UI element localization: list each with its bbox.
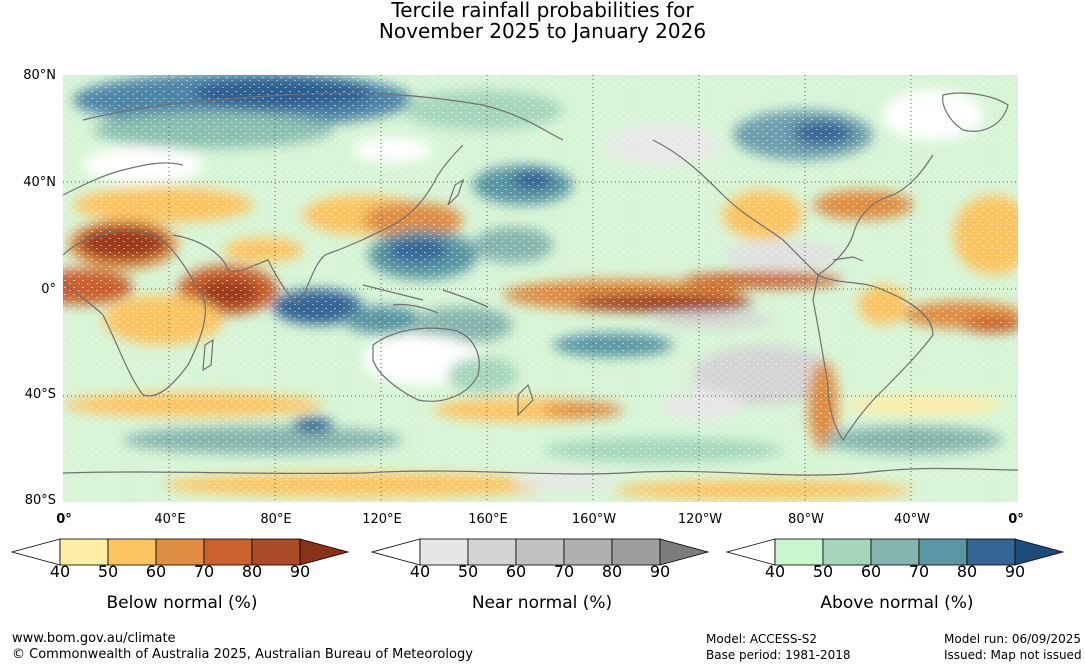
lon-label-40e: 40°E [154,512,186,527]
legend-1-swatch-2 [467,538,517,566]
legend-1-title: Near normal (%) [471,593,613,613]
lon-label-160w: 160°W [571,512,617,527]
legend-0-tick-4: 80 [241,562,263,581]
lon-label-0-east: 0° [1008,512,1024,527]
legend-2-high-arrow [1014,538,1065,566]
legend-0-high-arrow [299,538,350,566]
legend-2-tick-5: 90 [1004,562,1026,581]
lon-label-120w: 120°W [677,512,723,527]
footer-base-period: Base period: 1981-2018 [706,648,851,662]
legend-2-swatch-2 [822,538,872,566]
footer-issued: Issued: Map not issued [944,648,1082,662]
legend-1-tick-1: 50 [457,562,479,581]
legend-2-tick-4: 80 [956,562,978,581]
legend-2-tick-3: 70 [908,562,930,581]
legend-0-tick-5: 90 [289,562,311,581]
lon-label-160e: 160°E [468,512,508,527]
legend-1-tick-0: 40 [409,562,431,581]
lon-label-80w: 80°W [788,512,824,527]
footer-copyright: © Commonwealth of Australia 2025, Austra… [12,647,473,662]
legend-1-swatch-3 [515,538,565,566]
legend-1-tick-2: 60 [505,562,527,581]
coastlines [63,92,1018,476]
lat-label-40n: 40°N [23,175,56,190]
map-title-line-1: Tercile rainfall probabilities for [391,0,694,22]
map-canvas [63,75,1018,502]
legend-2-tick-1: 50 [812,562,834,581]
legend-1-swatch-5 [611,538,661,566]
legend-0-swatch-1 [59,538,109,566]
legend-0-swatch-2 [107,538,157,566]
legend-0-tick-0: 40 [49,562,71,581]
map-title-line-2: November 2025 to January 2026 [378,19,707,43]
footer-url: www.bom.gov.au/climate [12,631,176,646]
legend-colorbars [10,538,1065,566]
legend-0-tick-1: 50 [97,562,119,581]
lat-label-0: 0° [41,282,56,297]
legend-2-swatch-3 [870,538,920,566]
legend-2-swatch-5 [966,538,1016,566]
legend-1-tick-3: 70 [553,562,575,581]
legend-1-tick-5: 90 [649,562,671,581]
legend-1-tick-4: 80 [601,562,623,581]
legend-0-tick-3: 70 [193,562,215,581]
legend-0-swatch-4 [203,538,253,566]
lon-label-80e: 80°E [260,512,292,527]
legend-1-high-arrow [659,538,710,566]
footer-model: Model: ACCESS-S2 [706,632,818,646]
lon-label-120e: 120°E [362,512,402,527]
legend-0-title: Below normal (%) [106,593,258,613]
footer-model-run: Model run: 06/09/2025 [944,632,1082,646]
lon-label-0-west: 0° [56,512,72,527]
legend-2-tick-0: 40 [764,562,786,581]
legend-0-tick-2: 60 [145,562,167,581]
probability-map [63,75,1018,502]
legend-1-swatch-4 [563,538,613,566]
legend-2-swatch-4 [918,538,968,566]
lat-label-40s: 40°S [24,387,56,402]
legend-2-tick-2: 60 [860,562,882,581]
lat-label-80n: 80°N [23,68,56,83]
lon-label-40w: 40°W [894,512,930,527]
legend-2-title: Above normal (%) [820,593,974,613]
legend-2-swatch-1 [774,538,824,566]
lat-label-80s: 80°S [24,493,56,508]
